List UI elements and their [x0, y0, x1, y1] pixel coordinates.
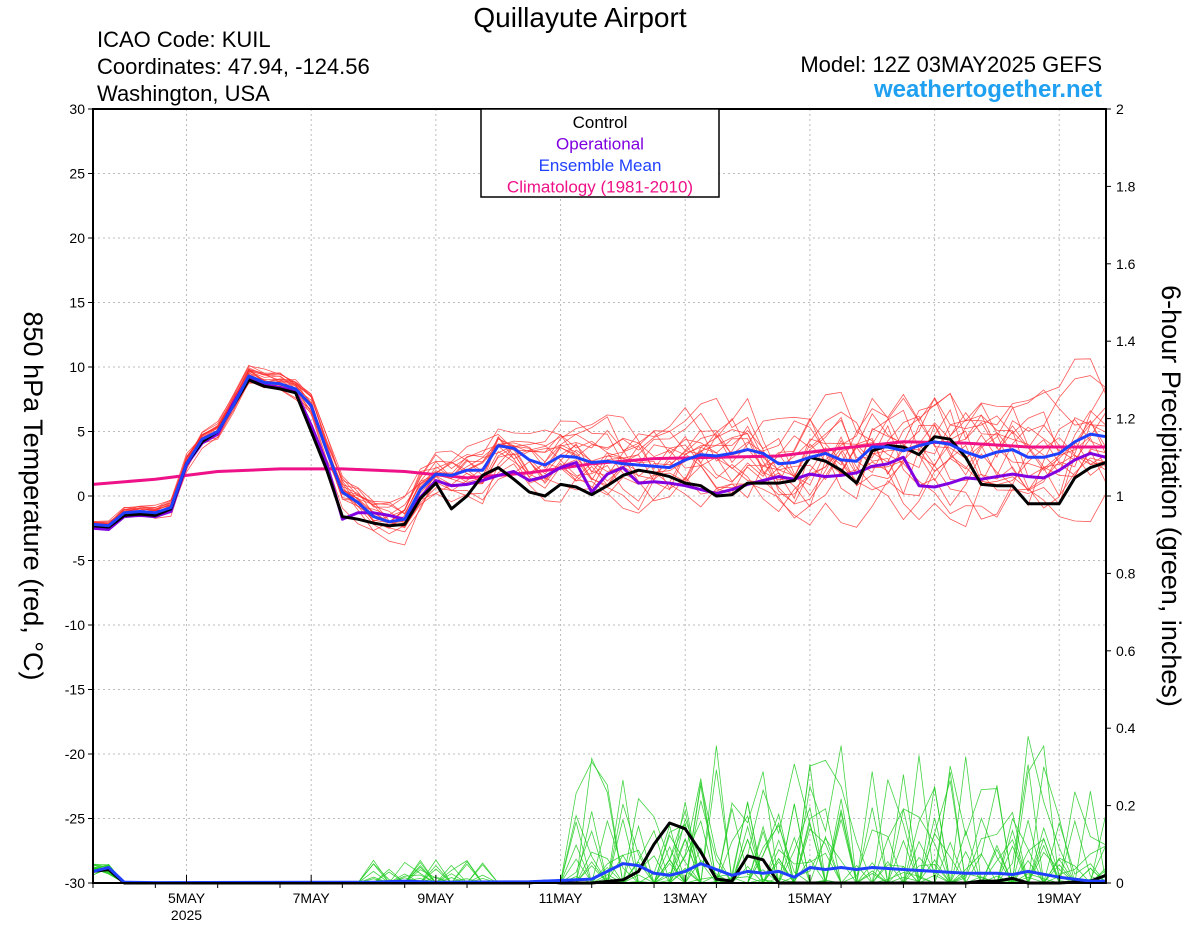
legend-entry: Operational — [556, 135, 644, 154]
precip-member-line — [92, 771, 1107, 885]
y-tick-label: 5 — [77, 424, 85, 440]
y-tick-label: -25 — [65, 811, 85, 827]
x-tick-label: 13MAY — [663, 890, 709, 906]
precip-member-line — [92, 771, 1107, 884]
x-tick-sublabel: 2025 — [171, 907, 202, 923]
temp-member-line — [92, 381, 1107, 523]
y2-tick-label: 0.4 — [1116, 720, 1136, 736]
axes: 302520151050-5-10-15-20-25-3021.81.61.41… — [65, 101, 1136, 923]
legend-entry: Ensemble Mean — [539, 156, 662, 175]
x-tick-label: 7MAY — [293, 890, 331, 906]
legend-entry: Control — [573, 113, 628, 132]
temp-member-line — [92, 373, 1107, 533]
y-tick-label: -15 — [65, 682, 85, 698]
x-tick-label: 15MAY — [787, 890, 833, 906]
y2-tick-label: 1.6 — [1116, 256, 1136, 272]
temp-member-line — [92, 368, 1107, 535]
icao-code: ICAO Code: KUIL — [97, 27, 271, 52]
y-tick-label: 25 — [69, 166, 85, 182]
site-link[interactable]: weathertogether.net — [873, 76, 1102, 103]
y2-tick-label: 0.6 — [1116, 643, 1136, 659]
model-run: Model: 12Z 03MAY2025 GEFS — [800, 52, 1102, 77]
y-tick-label: 0 — [77, 488, 85, 504]
x-tick-label: 11MAY — [539, 890, 583, 906]
y-tick-label: -30 — [65, 875, 85, 891]
x-tick-label: 19MAY — [1037, 890, 1083, 906]
chart-title: Quillayute Airport — [473, 2, 687, 33]
x-tick-label: 17MAY — [912, 890, 958, 906]
temp-member-line — [92, 374, 1107, 527]
legend: Control Operational Ensemble Mean Climatolo… — [480, 108, 720, 198]
precip-member-line — [92, 745, 1106, 884]
x-tick-label: 9MAY — [417, 890, 455, 906]
y2-tick-label: 1.4 — [1116, 333, 1136, 349]
y-tick-label: 20 — [69, 230, 85, 246]
y2-tick-label: 0 — [1116, 875, 1124, 891]
series-ensemble-mean-precipitation — [92, 862, 1106, 885]
legend-box — [480, 108, 720, 198]
precip-member-line — [92, 736, 1107, 885]
precip-member-line — [92, 759, 1107, 884]
ensemble-members — [92, 358, 1107, 885]
y-tick-label: 30 — [69, 101, 85, 117]
y-tick-label: -5 — [73, 553, 86, 569]
precip-member-line — [92, 744, 1106, 885]
coordinates: Coordinates: 47.94, -124.56 — [97, 54, 370, 79]
precip-member-line — [92, 745, 1107, 884]
y2-axis-label: 6-hour Precipitation (green, inches) — [1156, 285, 1186, 707]
y2-tick-label: 1.8 — [1116, 178, 1136, 194]
y2-tick-label: 2 — [1116, 101, 1124, 117]
y2-tick-label: 1.2 — [1116, 411, 1136, 427]
series-control — [92, 378, 1107, 529]
legend-entry: Climatology (1981-2010) — [507, 178, 693, 197]
temp-member-line — [92, 380, 1107, 525]
y2-tick-label: 0.2 — [1116, 798, 1136, 814]
y-tick-label: -10 — [65, 617, 85, 633]
y-axis-label: 850 hPa Temperature (red, °C) — [18, 312, 48, 681]
y-tick-label: 10 — [69, 359, 85, 375]
y-tick-label: 15 — [69, 295, 85, 311]
precip-member-line — [92, 769, 1107, 885]
temp-member-line — [92, 370, 1107, 526]
precip-member-line — [92, 761, 1106, 885]
region: Washington, USA — [97, 81, 270, 106]
y-tick-label: -20 — [65, 746, 85, 762]
y2-tick-label: 0.8 — [1116, 565, 1136, 581]
series-ensemble-mean — [92, 374, 1107, 528]
x-tick-label: 5MAY — [168, 890, 206, 906]
grid-lines — [93, 109, 1106, 883]
y2-tick-label: 1 — [1116, 488, 1124, 504]
